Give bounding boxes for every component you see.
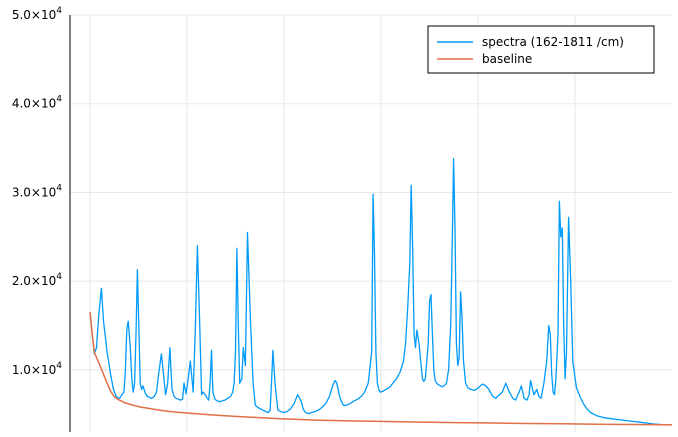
y-tick-label-3: 4.0×104 <box>12 95 62 111</box>
legend-box <box>427 25 655 74</box>
y-tick-label-2: 3.0×104 <box>12 183 62 199</box>
y-tick-label-4: 5.0×104 <box>12 6 62 22</box>
series-layer <box>89 158 673 426</box>
series-line-baseline <box>89 312 673 426</box>
y-tick-label-0: 1.0×104 <box>12 361 62 377</box>
y-tick-labels: 1.0×104 2.0×104 3.0×104 4.0×104 5.0×104 <box>12 6 62 377</box>
legend: spectra (162-1811 /cm) baseline <box>427 25 655 74</box>
legend-label-baseline: baseline <box>482 52 532 66</box>
y-tick-label-1: 2.0×104 <box>12 272 62 288</box>
grid <box>70 14 672 432</box>
series-line-spectra <box>89 158 672 426</box>
legend-label-spectra: spectra (162-1811 /cm) <box>482 35 624 49</box>
